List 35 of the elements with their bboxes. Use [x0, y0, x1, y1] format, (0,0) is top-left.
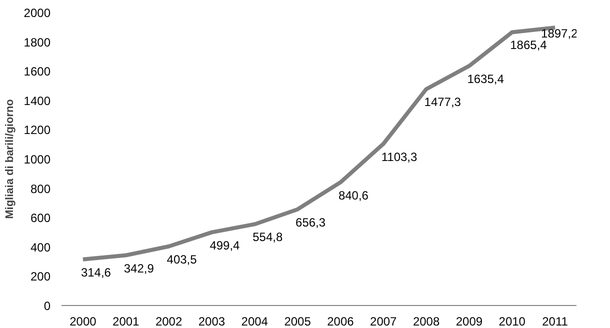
- x-tick-label: 2003: [198, 314, 226, 328]
- y-tick-label: 1400: [24, 94, 51, 108]
- data-label: 840,6: [338, 188, 369, 202]
- data-label: 314,6: [80, 265, 112, 280]
- x-tick-label: 2008: [412, 314, 440, 328]
- x-tick-label: 2007: [370, 314, 398, 328]
- data-label: 342,9: [124, 261, 154, 276]
- x-tick-label: 2004: [241, 314, 268, 328]
- data-label: 499,4: [210, 238, 240, 252]
- data-label: 403,5: [166, 252, 198, 266]
- y-tick-label: 2000: [24, 6, 51, 20]
- y-axis-title: Migliaia di barili/giorno: [4, 98, 16, 219]
- x-tick-label: 2009: [456, 314, 483, 328]
- y-tick-label: 1000: [24, 152, 51, 166]
- x-tick-label: 2006: [327, 314, 354, 328]
- y-tick-label: 800: [30, 182, 51, 196]
- data-label: 1865,4: [510, 38, 548, 52]
- data-label: 1477,3: [424, 95, 462, 110]
- y-tick-label: 400: [30, 240, 51, 254]
- x-tick-label: 2002: [155, 314, 182, 328]
- data-label: 1103,3: [381, 150, 418, 164]
- y-tick-label: 0: [44, 299, 51, 313]
- y-tick-label: 1800: [24, 35, 51, 50]
- x-tick-label: 2000: [70, 314, 97, 328]
- data-label: 1635,4: [467, 72, 504, 86]
- y-tick-label: 1600: [24, 64, 51, 79]
- x-tick-label: 2010: [498, 314, 526, 328]
- x-tick-label: 2001: [112, 314, 140, 328]
- y-tick-label: 1200: [24, 123, 51, 138]
- x-tick-label: 2005: [284, 314, 312, 328]
- y-tick-label: 200: [30, 270, 51, 284]
- y-tick-label: 600: [30, 211, 51, 226]
- data-label: 656,3: [296, 215, 326, 230]
- x-tick-label: 2011: [542, 314, 568, 328]
- data-label: 554,8: [252, 230, 283, 244]
